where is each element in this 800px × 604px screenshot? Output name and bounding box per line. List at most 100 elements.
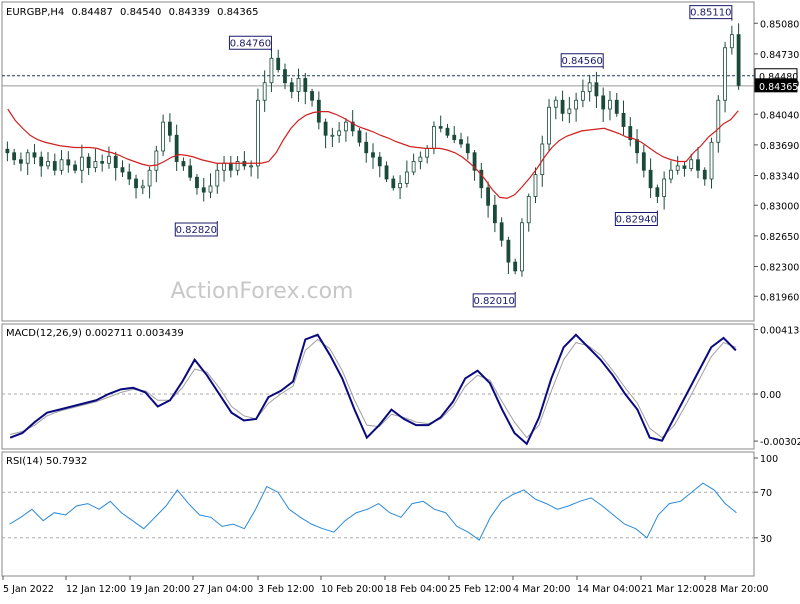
x-tick-label: 4 Mar 20:00 (513, 584, 570, 595)
candle-body (560, 99, 565, 114)
candle-body (377, 156, 382, 167)
rsi-panel (1, 451, 755, 577)
candle-body (289, 82, 294, 92)
close-value: 0.84365 (217, 7, 258, 18)
candle-body (662, 178, 667, 197)
candle-body (113, 155, 118, 169)
candle-body (296, 77, 301, 92)
candle-body (533, 174, 538, 197)
x-tick-label: 27 Jan 04:00 (193, 584, 253, 595)
candle-body (66, 159, 71, 166)
candle-body (696, 159, 700, 171)
candle-body (452, 134, 457, 141)
candle-body (283, 69, 287, 84)
rsi-series (2, 482, 754, 541)
x-tick-label: 18 Feb 04:00 (385, 584, 447, 595)
candle-body (262, 82, 267, 101)
candle-body (147, 169, 152, 187)
price-tick-label: 0.83690 (760, 141, 799, 152)
rsi-tick-label: 70 (760, 488, 772, 499)
candle-body (371, 152, 375, 158)
annotation-box (174, 222, 218, 237)
candle-body (107, 155, 111, 164)
candle-body (235, 161, 240, 171)
candle-body (161, 121, 166, 152)
x-tick-label: 14 Mar 04:00 (577, 584, 640, 595)
candle-body (479, 169, 484, 189)
candle-body (574, 99, 579, 110)
candle-body (391, 178, 396, 189)
candle-body (425, 147, 430, 158)
candle-body (208, 185, 213, 193)
candle-body (19, 159, 23, 164)
x-tick-label: 5 Jan 2022 (3, 584, 54, 595)
candle-body (506, 239, 511, 263)
candle-body (154, 150, 159, 171)
candle-body (215, 169, 220, 187)
open-value: 0.84487 (71, 7, 112, 18)
annotation-label: 0.84760 (230, 38, 271, 49)
rsi-line (9, 482, 737, 541)
price-tick-label: 0.85080 (760, 19, 799, 30)
annotation-box (228, 35, 272, 50)
candle-body (580, 91, 585, 101)
candle-body (73, 164, 77, 171)
macd-tick-label: 0.004138 (760, 326, 800, 337)
candle-body (276, 57, 281, 71)
price-tick-label: 0.81960 (760, 292, 799, 303)
candle-body (86, 156, 91, 169)
candle-body (5, 148, 10, 154)
price-tick-label: 0.83000 (760, 201, 799, 212)
candle-body (59, 159, 64, 171)
candle-body (736, 34, 741, 86)
candle-body (25, 152, 30, 164)
candle-body (330, 134, 335, 137)
annotation-label: 0.85110 (690, 8, 731, 19)
candle-body (648, 169, 653, 189)
candle-body (499, 222, 504, 241)
candle-body (337, 130, 342, 136)
candle-body (641, 152, 646, 171)
macd-panel (1, 323, 755, 450)
x-tick-label: 25 Feb 12:00 (449, 584, 511, 595)
candle-body (432, 126, 436, 149)
annotation-label: 0.82820 (176, 225, 217, 236)
candle-body (621, 112, 626, 127)
price-tick-label: 0.82300 (760, 263, 799, 274)
candle-body (526, 196, 531, 224)
candle-body (614, 99, 619, 114)
chart-header: EURGBP,H4 0.84487 0.84540 0.84339 0.8436… (6, 7, 258, 18)
axes: 0.850800.847300.844000.840400.836900.833… (2, 19, 800, 595)
candle-body (228, 162, 233, 171)
annotation-label: 0.82010 (474, 296, 515, 307)
candle-body (418, 156, 423, 162)
candle-body (411, 161, 416, 173)
annotation-box (614, 212, 658, 226)
macd-series (2, 333, 754, 446)
candle-body (269, 57, 274, 84)
x-tick-label: 28 Mar 20:00 (705, 584, 768, 595)
x-tick-label: 10 Feb 20:00 (321, 584, 383, 595)
candle-body (93, 161, 98, 169)
price-tick-label: 0.83340 (760, 172, 799, 183)
candle-body (459, 139, 463, 145)
candle-body (465, 143, 470, 154)
price-tag-label: 0.84365 (759, 82, 798, 93)
candle-body (350, 121, 355, 132)
candle-body (709, 141, 714, 180)
candle-body (357, 130, 362, 143)
candle-body (492, 204, 497, 224)
annotation-box (689, 5, 733, 20)
candle-body (384, 165, 389, 180)
candle-body (195, 176, 199, 189)
candle-body (174, 134, 179, 162)
candle-body (255, 99, 260, 167)
candle-body (723, 47, 727, 101)
rsi-tick-label: 100 (760, 454, 778, 465)
x-tick-label: 12 Jan 12:00 (66, 584, 126, 595)
macd-signal-line (10, 338, 737, 439)
candle-body (587, 82, 592, 92)
high-value: 0.84540 (120, 7, 161, 18)
candle-body (140, 185, 145, 189)
